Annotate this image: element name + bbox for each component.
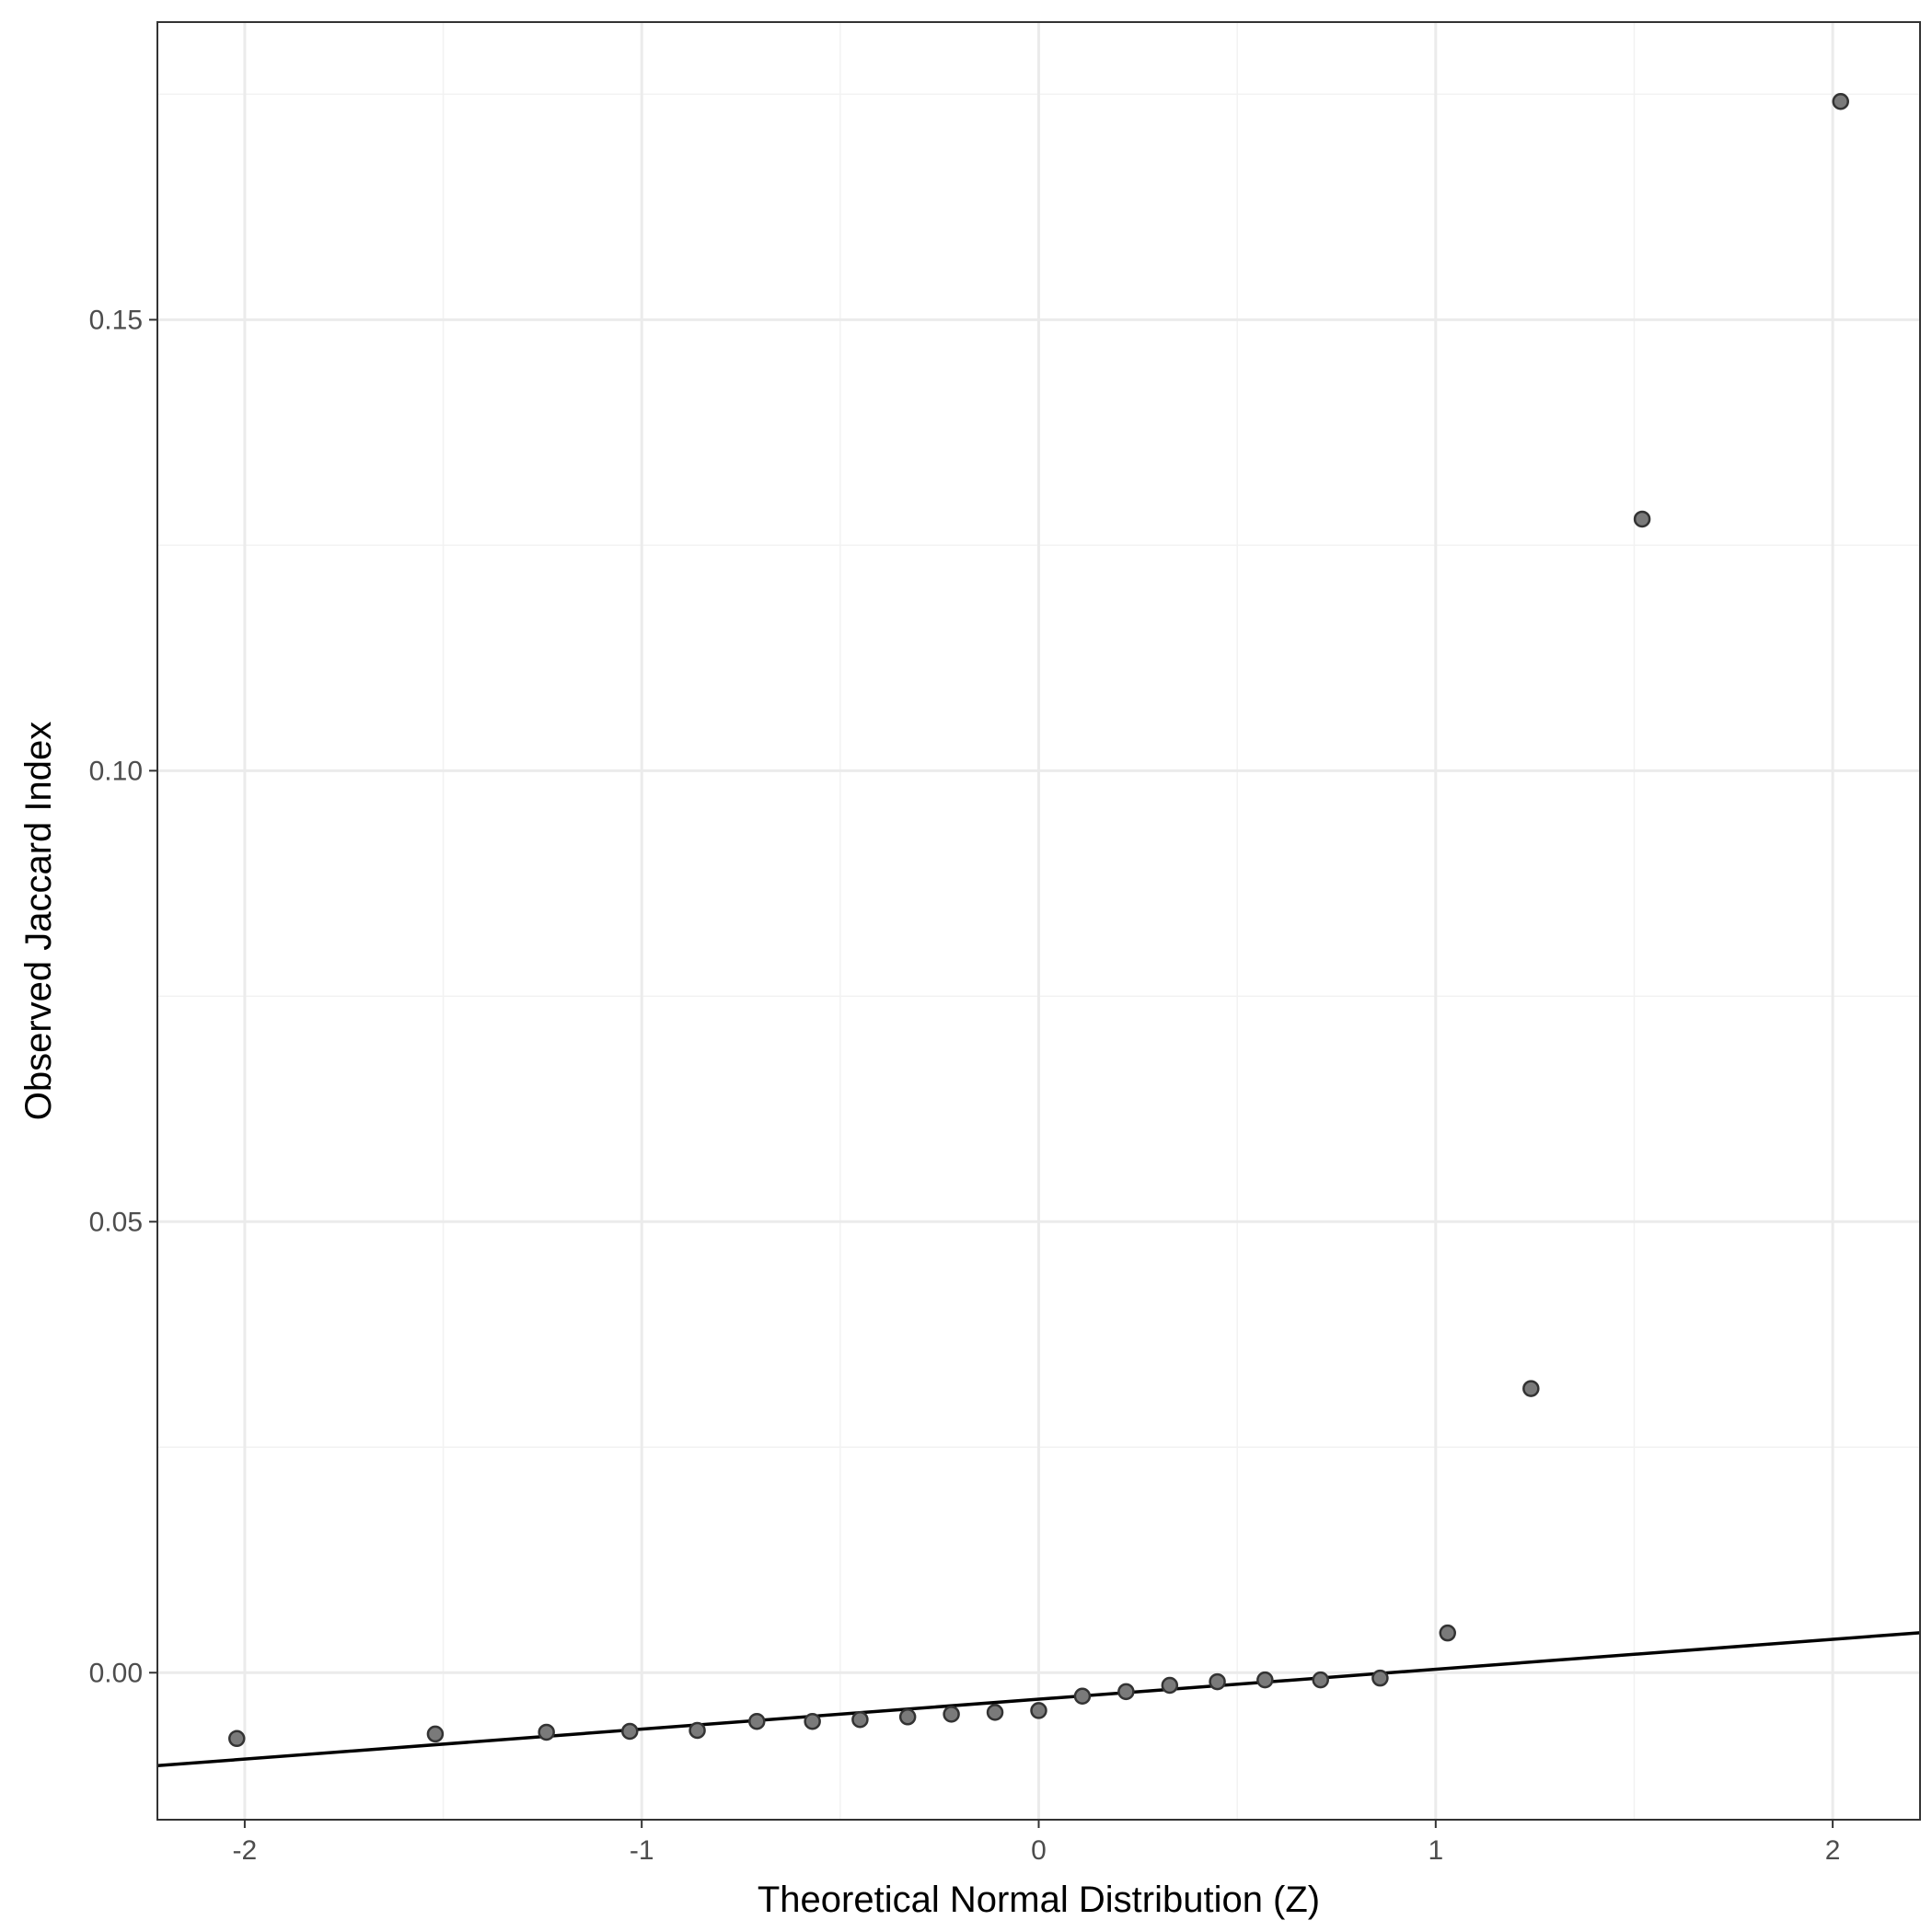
data-point: [1030, 1702, 1047, 1719]
x-tick-label: -2: [233, 1835, 258, 1866]
y-tick-label: 0.05: [89, 1207, 143, 1237]
y-tick-label: 0.10: [89, 756, 143, 786]
data-point: [1256, 1671, 1274, 1689]
x-axis-title: Theoretical Normal Distribution (Z): [758, 1880, 1320, 1920]
x-tick-label: 1: [1428, 1835, 1443, 1866]
x-tick-label: 2: [1825, 1835, 1841, 1866]
data-point: [1522, 1380, 1540, 1397]
data-point: [1832, 92, 1849, 110]
reference-line: [156, 1631, 1921, 1768]
data-point: [1439, 1624, 1456, 1642]
x-tick-label: -1: [630, 1835, 654, 1866]
data-point: [621, 1722, 639, 1741]
data-point: [426, 1725, 445, 1743]
reference-line-group: [156, 1631, 1921, 1768]
major-gridlines: [157, 22, 1920, 1820]
x-axis-ticks: -2 -1 0 1 2: [233, 1820, 1841, 1866]
data-point: [1117, 1683, 1135, 1701]
data-point: [1161, 1676, 1179, 1695]
data-point: [1371, 1669, 1389, 1687]
y-tick-label: 0.15: [89, 305, 143, 335]
y-tick-label: 0.00: [89, 1658, 143, 1688]
data-point: [851, 1710, 869, 1729]
data-point: [898, 1708, 917, 1726]
data-point: [228, 1730, 246, 1748]
y-axis-title: Observed Jaccard Index: [18, 722, 59, 1121]
data-point: [688, 1721, 706, 1740]
data-point: [1633, 510, 1651, 528]
data-point: [538, 1723, 555, 1741]
data-point: [943, 1706, 960, 1723]
data-point: [1073, 1687, 1092, 1705]
data-point: [804, 1712, 821, 1730]
data-point: [1209, 1672, 1226, 1691]
data-point: [1312, 1671, 1329, 1689]
y-axis-ticks: 0.00 0.05 0.10 0.15: [89, 305, 157, 1688]
x-tick-label: 0: [1031, 1835, 1047, 1866]
data-points: [228, 92, 1849, 1748]
data-point: [748, 1712, 766, 1730]
data-point: [986, 1704, 1004, 1721]
